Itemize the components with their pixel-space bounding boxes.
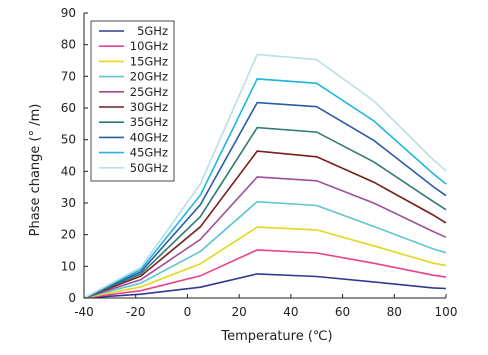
- y-tick-label: 80: [61, 38, 76, 52]
- plot-lines: [83, 53, 447, 299]
- legend-label-45ghz: 45GHz: [130, 146, 168, 160]
- y-tick-label: 20: [61, 228, 76, 242]
- legend-label-25ghz: 25GHz: [130, 85, 168, 99]
- legend-label-10ghz: 10GHz: [130, 39, 168, 53]
- series-line-20ghz: [83, 200, 447, 299]
- x-tick-label: 0: [184, 305, 192, 319]
- legend-label-5ghz: 5GHz: [137, 24, 168, 38]
- legend-label-15ghz: 15GHz: [130, 54, 168, 68]
- series-line-35ghz: [83, 126, 447, 299]
- y-tick-label: 90: [61, 6, 76, 20]
- series-line-40ghz: [83, 101, 447, 299]
- series-line-25ghz: [83, 176, 447, 299]
- series-line-50ghz: [83, 53, 447, 299]
- legend-label-50ghz: 50GHz: [130, 161, 168, 175]
- y-tick-label: 10: [61, 259, 76, 273]
- legend-label-40ghz: 40GHz: [130, 130, 168, 144]
- y-axis-title: Phase change (° /m): [28, 104, 43, 237]
- series-line-10ghz: [83, 249, 447, 299]
- x-tick-label: 80: [387, 305, 402, 319]
- series-line-45ghz: [83, 78, 447, 299]
- x-tick-label: -40: [74, 305, 94, 319]
- x-tick-label: 40: [283, 305, 298, 319]
- x-tick-label: 100: [435, 305, 458, 319]
- y-tick-label: 60: [61, 101, 76, 115]
- axes: 0 10 20 30 40 50 60 70 80 90 -40 -20 0 20 40 60 80 100: [61, 6, 458, 319]
- series-line-30ghz: [83, 150, 447, 299]
- y-tick-label: 30: [61, 196, 76, 210]
- series-line-15ghz: [83, 226, 447, 299]
- legend-box: [90, 20, 175, 182]
- x-tick-label: 60: [335, 305, 350, 319]
- legend-label-30ghz: 30GHz: [130, 100, 168, 114]
- series-line-5ghz: [83, 273, 447, 299]
- legend-label-20ghz: 20GHz: [130, 70, 168, 84]
- y-tick-label: 70: [61, 69, 76, 83]
- legend-label-35ghz: 35GHz: [130, 115, 168, 129]
- x-tick-label: 20: [232, 305, 247, 319]
- x-axis-title: Temperature (℃): [220, 329, 332, 344]
- x-tick-label: -20: [126, 305, 146, 319]
- y-tick-label: 0: [68, 291, 76, 305]
- y-tick-label: 40: [61, 164, 76, 178]
- y-tick-label: 50: [61, 133, 76, 147]
